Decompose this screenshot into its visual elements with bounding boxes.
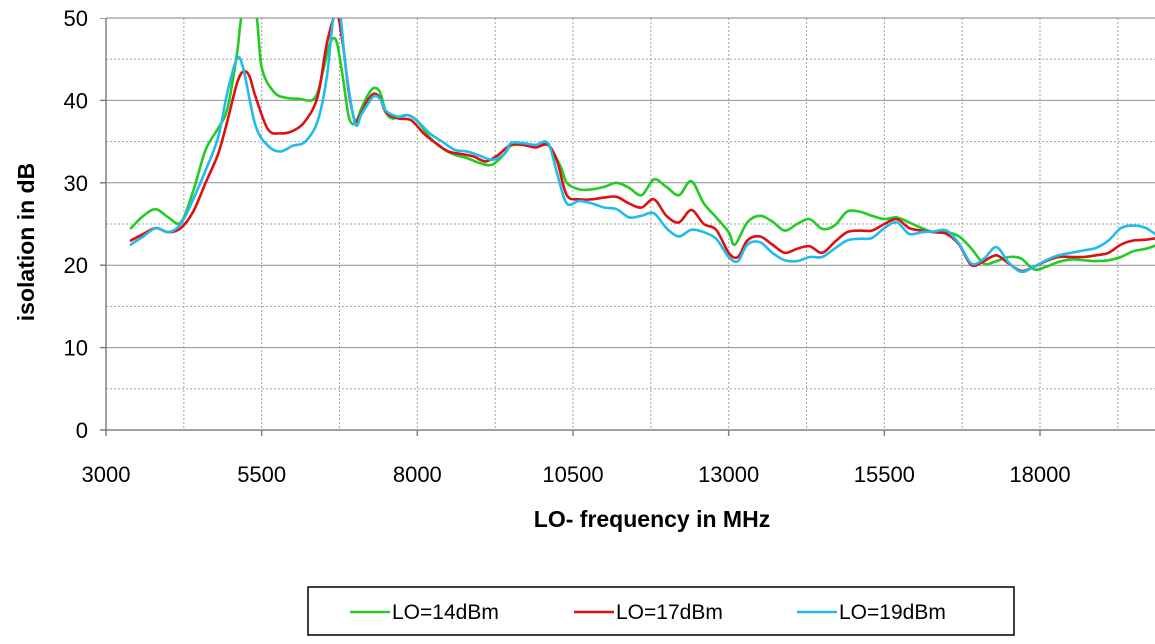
legend-label-3: LO=19dBm [839,601,946,624]
y-tick-label: 50 [64,6,88,31]
x-tick-label: 5500 [237,462,286,487]
y-tick-label: 30 [64,171,88,196]
plot-area [0,0,1155,436]
y-tick-label: 20 [64,253,88,278]
legend-label-1: LO=14dBm [392,601,499,624]
y-tick-label: 40 [64,88,88,113]
legend-label-2: LO=17dBm [616,601,723,624]
x-tick-label: 8000 [393,462,442,487]
plot-top-mask [0,0,1155,18]
legend-items: LO=14dBm LO=17dBm LO=19dBm [350,601,946,624]
series-lines [129,2,1155,274]
x-tick-label: 3000 [82,462,131,487]
y-tick-labels: 0 10 20 30 40 50 [64,6,88,443]
series-line-2 [129,12,1155,273]
legend-box [307,586,1015,636]
x-tick-label: 15500 [854,462,915,487]
x-tick-label: 18000 [1009,462,1070,487]
x-axis-title: LO- frequency in MHz [534,506,770,532]
y-tick-label: 10 [64,336,88,361]
x-tick-labels: 3000 5500 8000 10500 13000 15500 18000 [82,462,1071,487]
series-line-3 [129,4,1155,274]
y-axis-title: isolation in dB [13,163,39,321]
y-tick-label: 0 [76,418,88,443]
legend: LO=14dBm LO=17dBm LO=19dBm [307,586,1015,636]
grid-lines [106,17,1155,430]
series-line-1 [129,2,1155,271]
x-tick-label: 10500 [542,462,603,487]
x-tick-label: 13000 [698,462,759,487]
